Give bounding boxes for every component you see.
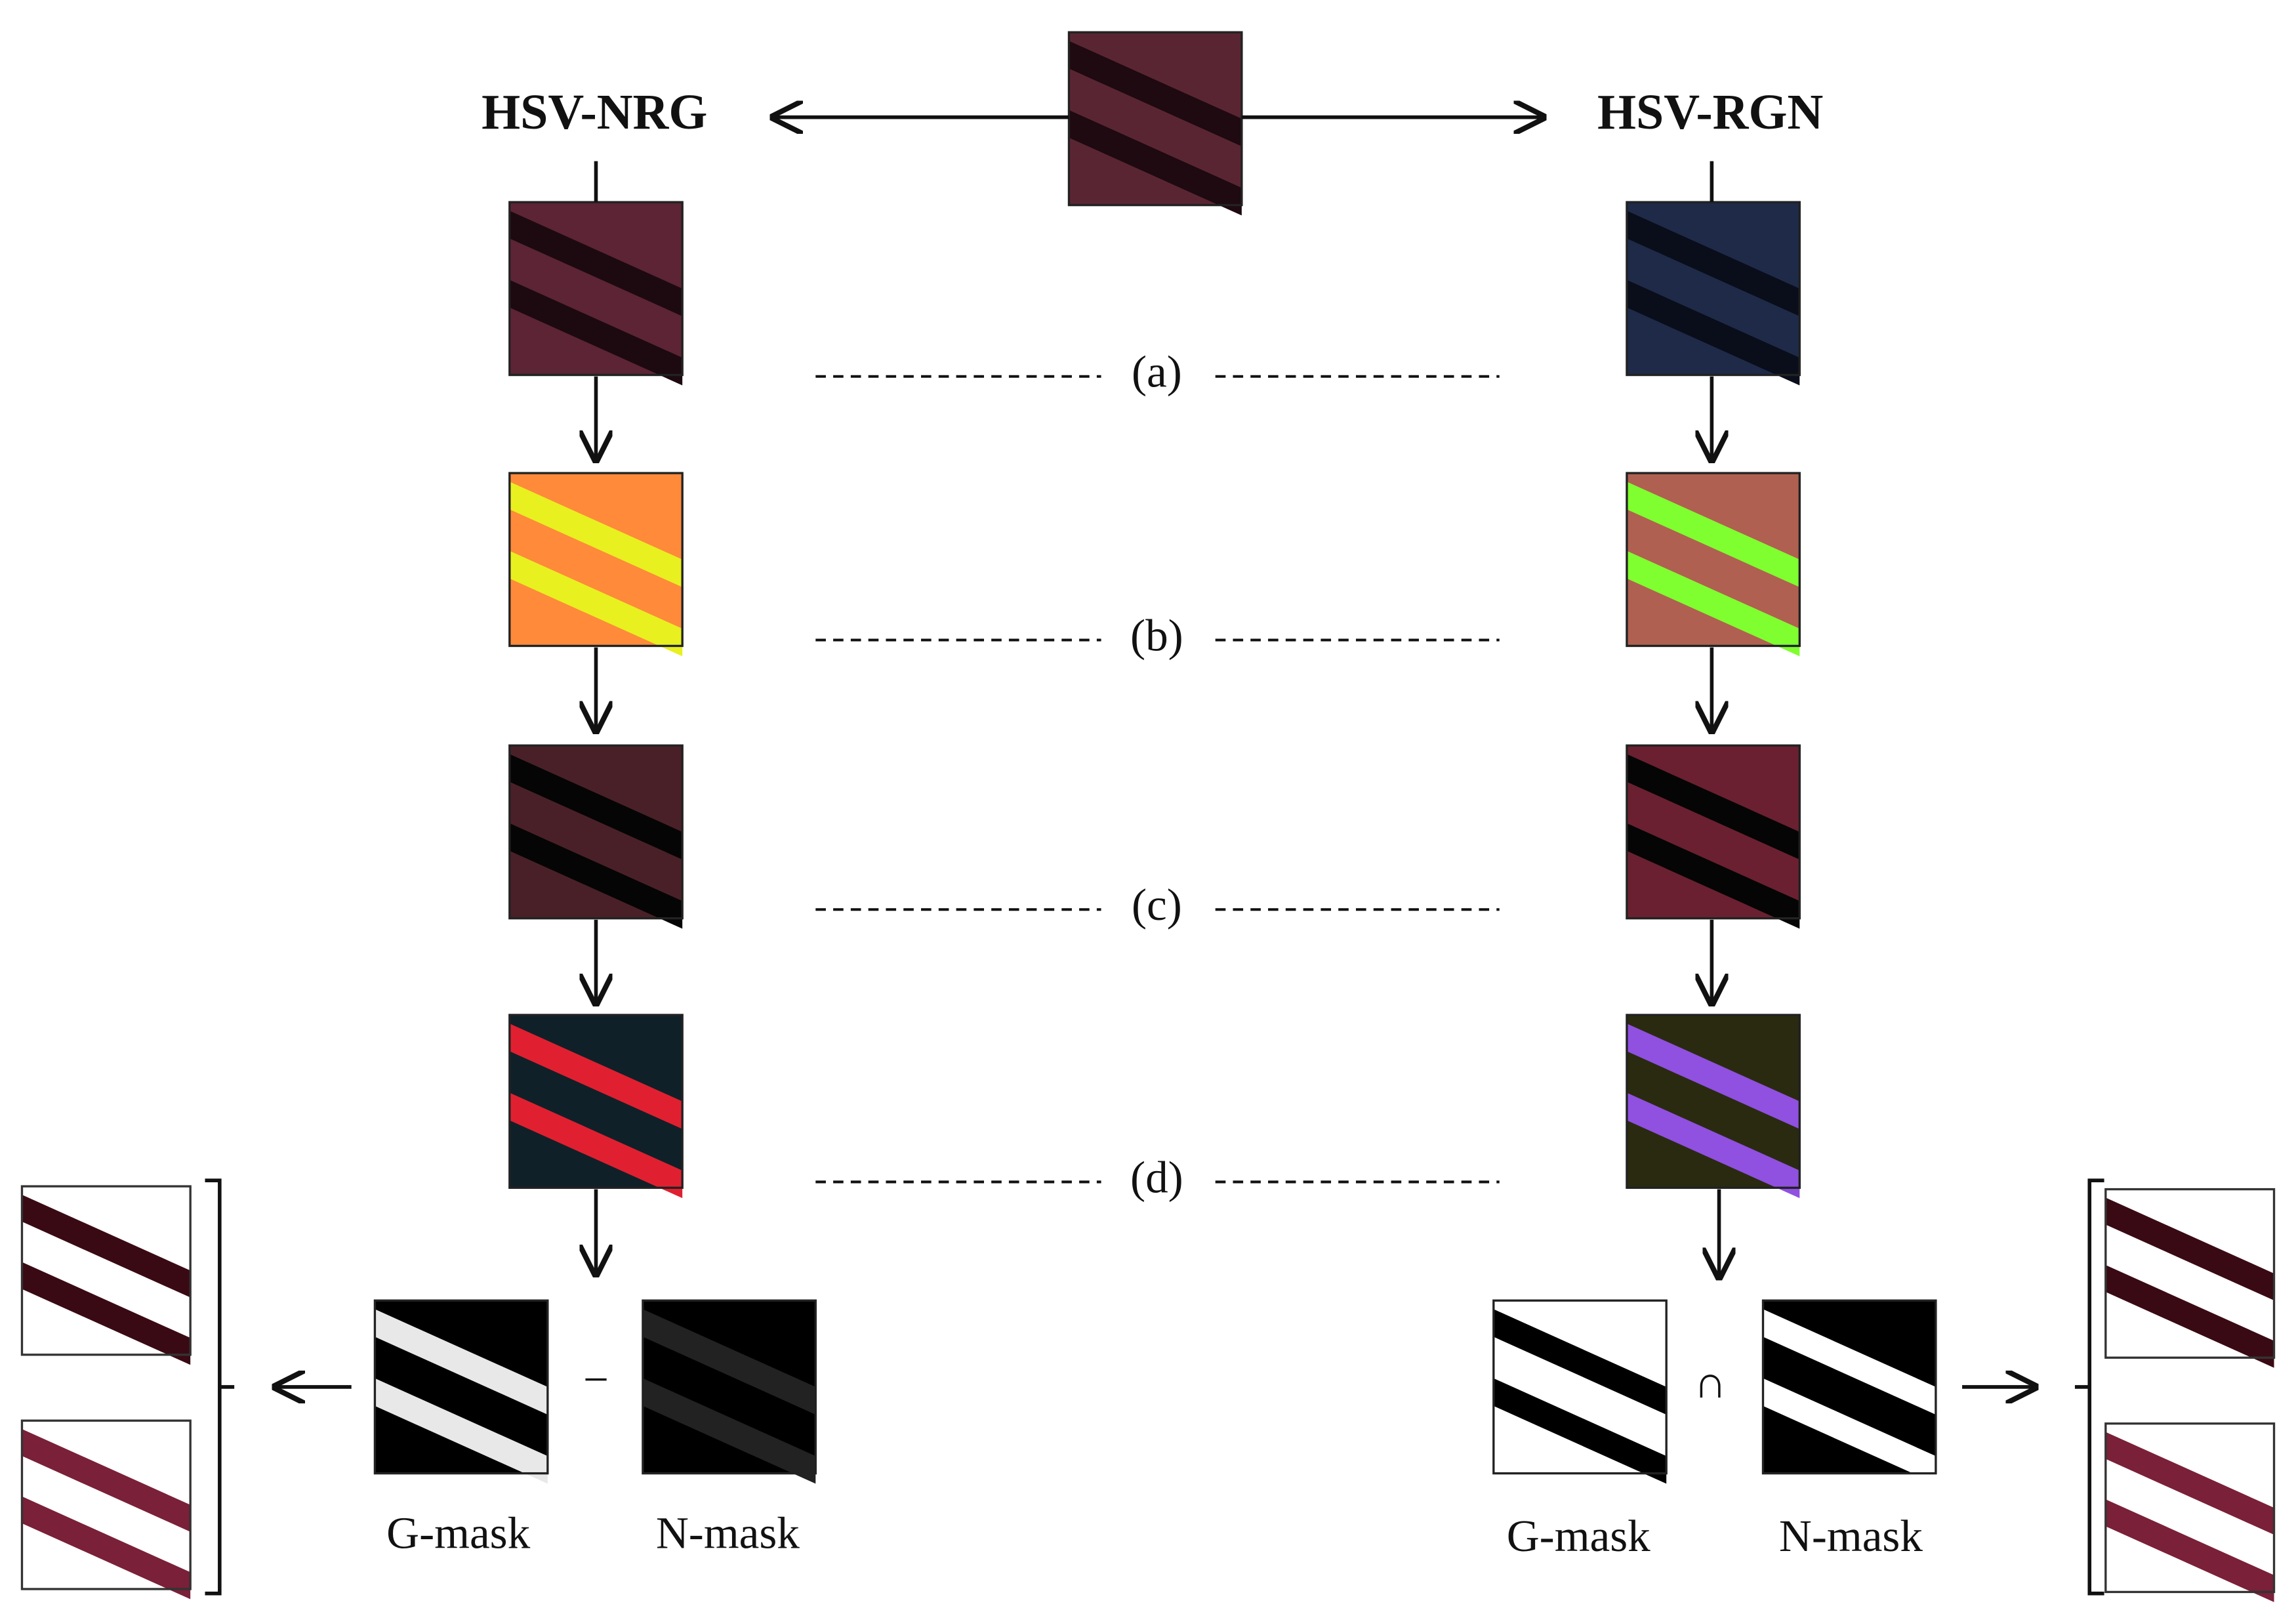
tile-stripe xyxy=(1493,1309,1667,1415)
tile-stripe xyxy=(1626,482,1800,587)
image-tile xyxy=(1761,1299,1937,1484)
tile-stripe xyxy=(1626,211,1800,316)
tile-frame xyxy=(1626,472,1801,648)
tile-stripe xyxy=(2105,1197,2274,1301)
tile-stripe xyxy=(1763,1378,1936,1484)
image-tiles xyxy=(20,31,2276,1602)
tile-stripe xyxy=(1626,1092,1800,1199)
tile-stripe xyxy=(1493,1378,1667,1484)
tile-stripe xyxy=(509,754,683,860)
tile-stripe xyxy=(1626,823,1800,929)
tile-stripe xyxy=(1626,279,1800,386)
tile-stripe xyxy=(509,279,683,386)
tile-frame xyxy=(508,472,684,648)
tile-stripe xyxy=(375,1309,548,1415)
tile-stripe xyxy=(509,823,683,929)
tile-frame xyxy=(508,744,684,920)
bracket xyxy=(205,1178,235,1596)
mask-label: G-mask xyxy=(1507,1510,1650,1561)
branch-label: HSV-RGN xyxy=(1597,85,1823,140)
tile-frame xyxy=(1626,1014,1801,1190)
tile-stripe xyxy=(509,482,683,587)
tile-stripe xyxy=(22,1429,191,1532)
tile-stripe xyxy=(1626,550,1800,657)
tile-stripe xyxy=(22,1262,191,1365)
image-tile xyxy=(373,1299,549,1484)
operator: − xyxy=(583,1354,609,1404)
tile-stripe xyxy=(1626,1024,1800,1129)
tile-stripe xyxy=(509,1024,683,1129)
tile-stripe xyxy=(1069,110,1242,216)
tile-frame xyxy=(1492,1299,1668,1475)
tile-stripe xyxy=(2105,1265,2274,1368)
tile-frame xyxy=(20,1185,192,1356)
tile-frame xyxy=(508,1014,684,1190)
image-tile xyxy=(1626,201,1801,386)
tile-stripe xyxy=(509,1092,683,1199)
bracket xyxy=(2074,1178,2104,1596)
tile-frame xyxy=(642,1299,817,1475)
mask-label: G-mask xyxy=(386,1508,530,1558)
tile-stripe xyxy=(2105,1432,2274,1535)
tile-stripe xyxy=(642,1378,816,1484)
tile-frame xyxy=(1761,1299,1937,1475)
image-tile xyxy=(1626,472,1801,657)
tile-stripe xyxy=(22,1496,191,1600)
image-tile xyxy=(1626,744,1801,929)
image-tile xyxy=(2104,1188,2276,1368)
tile-frame xyxy=(20,1419,192,1590)
tile-stripe xyxy=(1763,1309,1936,1415)
row-label: (b) xyxy=(1130,610,1183,660)
tile-stripe xyxy=(642,1309,816,1415)
image-tile xyxy=(508,1014,684,1199)
image-tile xyxy=(508,744,684,929)
tile-stripe xyxy=(1069,41,1242,147)
image-tile xyxy=(2104,1422,2276,1602)
tile-frame xyxy=(2104,1188,2276,1359)
mask-label: N-mask xyxy=(1779,1510,1923,1561)
tile-stripe xyxy=(1626,754,1800,860)
tile-frame xyxy=(2104,1422,2276,1594)
operator: ∩ xyxy=(1694,1357,1727,1407)
mask-label: N-mask xyxy=(656,1508,800,1558)
image-tile xyxy=(642,1299,817,1484)
tile-frame xyxy=(1626,744,1801,920)
image-tile xyxy=(1492,1299,1668,1484)
tile-stripe xyxy=(2105,1499,2274,1602)
row-label: (a) xyxy=(1132,346,1182,397)
image-tile xyxy=(20,1185,192,1365)
image-tile xyxy=(20,1419,192,1600)
branch-label: HSV-NRG xyxy=(482,85,707,140)
row-label: (d) xyxy=(1130,1151,1183,1202)
tile-stripe xyxy=(22,1194,191,1298)
tile-frame xyxy=(373,1299,549,1475)
tile-stripe xyxy=(375,1378,548,1484)
image-tile xyxy=(508,472,684,657)
tile-stripe xyxy=(509,550,683,657)
image-tile xyxy=(1626,1014,1801,1199)
image-tile xyxy=(1067,31,1243,216)
row-label: (c) xyxy=(1132,879,1182,930)
image-tile xyxy=(508,201,684,386)
tile-stripe xyxy=(509,211,683,316)
connectors xyxy=(205,117,2104,1596)
